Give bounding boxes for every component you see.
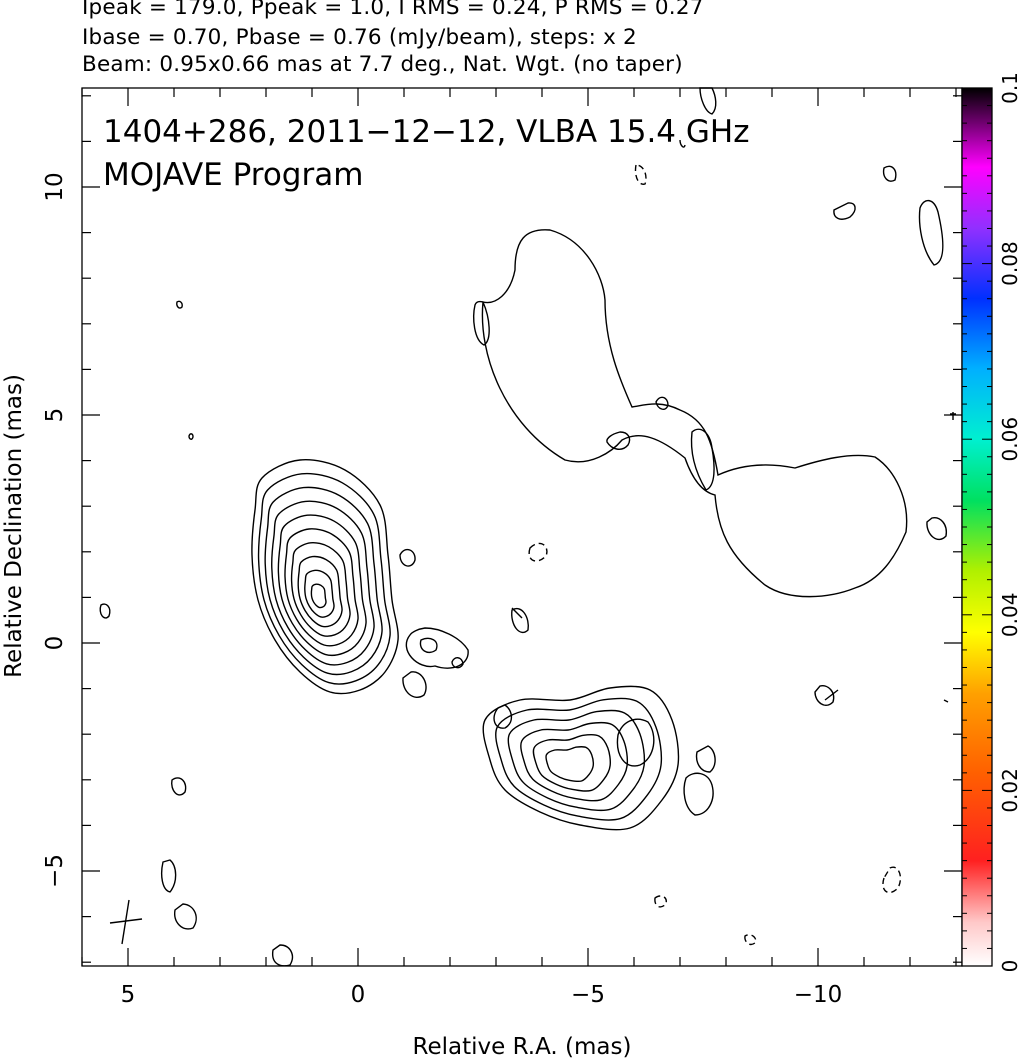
y-tick-label: 10 <box>42 172 68 201</box>
core-contour-level <box>271 500 375 666</box>
core-contour-level <box>284 528 359 647</box>
colorbar-tick-label: 0.06 <box>998 417 1022 462</box>
contour-lines <box>99 87 956 967</box>
beam-marker <box>109 899 143 945</box>
southern-knot-contour <box>493 704 513 729</box>
southern-contour-level <box>545 746 594 783</box>
contour-island <box>170 777 187 796</box>
contour-island <box>99 603 111 619</box>
contour-island <box>271 944 294 967</box>
contour-island <box>918 199 944 266</box>
contour-island <box>174 903 197 930</box>
chart-title: 1404+286, 2011−12−12, VLBA 15.4 GHz <box>103 114 749 150</box>
colorbar-tick-label: 0.02 <box>998 768 1022 813</box>
negative-contour <box>528 542 548 562</box>
colorbar-ticks <box>962 87 992 967</box>
core-contour-level <box>251 459 399 695</box>
core-contours <box>251 459 399 695</box>
colorbar-tick-label: 0.08 <box>998 241 1022 286</box>
contour-island <box>814 685 835 706</box>
contour-island <box>176 300 183 309</box>
x-tick-label: −10 <box>794 982 843 1008</box>
negative-contour <box>654 895 668 908</box>
x-tick-label: 5 <box>121 982 136 1008</box>
header-line-3: Beam: 0.95x0.66 mas at 7.7 deg., Nat. Wg… <box>82 52 683 77</box>
contour-island <box>679 139 686 148</box>
axis-tick-labels: 5 0 −5 −10 −5 0 5 10 <box>42 172 842 1008</box>
header-line-1: Ipeak = 179.0, Ppeak = 1.0, I RMS = 0.24… <box>82 0 704 20</box>
x-tick-label: 0 <box>351 982 366 1008</box>
negative-contour <box>882 866 902 894</box>
core-contour-level <box>304 569 335 618</box>
x-tick-label: −5 <box>571 982 605 1008</box>
negative-contour <box>950 412 956 420</box>
southern-contour-level <box>532 733 611 792</box>
contour-island <box>161 859 177 893</box>
southern-component-contours <box>482 685 680 831</box>
contour-island <box>405 627 469 669</box>
contour-island <box>926 517 947 541</box>
colorbar-tick-labels: 0 0.02 0.04 0.06 0.08 0.1 <box>998 72 1022 972</box>
contour-island <box>683 772 714 816</box>
southern-contour-level <box>482 685 680 831</box>
contour-island <box>833 202 856 220</box>
northwest-lobe-knot <box>473 300 490 346</box>
lobe-knot <box>655 396 669 410</box>
contour-island <box>419 637 438 654</box>
contour-island <box>511 607 529 634</box>
y-tick-label: 5 <box>42 408 68 423</box>
contour-island <box>699 87 717 115</box>
contour-island <box>451 657 464 669</box>
negative-contour <box>824 689 839 701</box>
colorbar-tick-label: 0 <box>998 960 1022 973</box>
core-contour-level <box>310 583 327 609</box>
colorbar-tick-label: 0.04 <box>998 593 1022 638</box>
contour-island <box>882 165 897 182</box>
core-contour-level <box>297 555 343 628</box>
core-contour-level <box>264 486 383 676</box>
lobe-knot <box>690 428 715 491</box>
contour-island <box>188 433 194 440</box>
contour-island <box>402 671 427 698</box>
lobe-knot <box>606 431 631 450</box>
plot-frame <box>81 87 963 967</box>
y-tick-label: −5 <box>42 854 68 888</box>
northwest-lobe-contour <box>481 229 908 598</box>
y-axis-label: Relative Declination (mas) <box>1 374 27 678</box>
core-contour-level <box>290 542 351 637</box>
axis-ticks <box>81 88 962 966</box>
contour-island <box>695 745 716 773</box>
negative-contour <box>634 164 647 185</box>
negative-contour <box>511 607 523 619</box>
southern-contour-level <box>507 709 646 812</box>
chart-subtitle: MOJAVE Program <box>103 157 363 193</box>
contour-island <box>399 548 416 567</box>
southern-contour-level <box>495 697 663 821</box>
southern-contour-level <box>520 721 629 802</box>
y-tick-label: 0 <box>42 636 68 651</box>
core-contour-level <box>277 514 367 657</box>
core-contour-level <box>257 472 391 685</box>
x-axis-label: Relative R.A. (mas) <box>413 1034 632 1060</box>
negative-contour <box>943 699 949 703</box>
colorbar-tick-label: 0.1 <box>998 72 1022 104</box>
negative-contour <box>744 934 757 946</box>
header-line-2: Ibase = 0.70, Pbase = 0.76 (mJy/beam), s… <box>82 25 637 50</box>
southern-knot-contour <box>616 718 655 767</box>
